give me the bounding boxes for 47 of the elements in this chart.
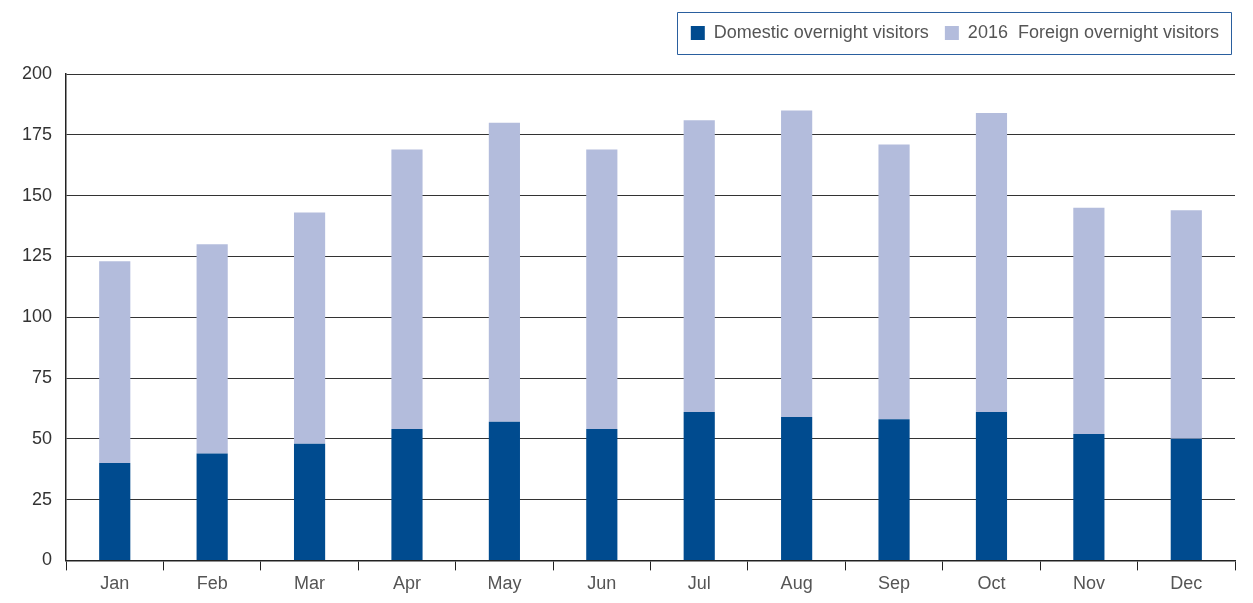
y-tick-label: 125 [21,245,53,266]
bar [391,429,423,560]
x-tick-label: Mar [294,573,326,594]
y-tick-label: 50 [32,427,53,448]
legend-label: Domestic overnight visitors [713,21,929,42]
bar [683,120,715,413]
x-tick-label: Jul [687,573,711,594]
y-tick-label: 200 [21,62,53,83]
bar [1073,207,1105,434]
bar [391,149,423,430]
bar [683,412,715,560]
bar [1170,210,1202,439]
bar [1170,438,1202,560]
bar [878,419,910,560]
bar [781,110,813,417]
bar [781,416,813,560]
x-tick-label: Apr [392,573,421,594]
x-tick-label: May [487,573,522,594]
x-tick-label: Feb [196,573,228,594]
bar [586,149,618,430]
bar [878,144,910,420]
bar [293,443,326,560]
bar [586,429,618,560]
bar [488,421,520,560]
bar [975,412,1008,560]
x-tick-label: Aug [780,573,813,594]
x-tick-label: Jan [100,573,130,594]
bar [293,212,326,444]
bar [196,244,228,454]
bar [488,122,520,422]
bar [99,261,131,464]
y-tick-label: 100 [21,306,53,327]
legend-label: 2016 Foreign overnight visitors [967,21,1220,42]
x-tick-label: Jun [587,573,617,594]
y-tick-label: 75 [32,366,53,387]
x-tick-label: Oct [977,573,1006,594]
y-tick-label: 150 [21,184,53,205]
x-tick-label: Sep [878,573,911,594]
bar [975,112,1008,413]
x-tick-label: Nov [1072,573,1105,594]
bar [196,453,228,560]
x-tick-label: Dec [1170,573,1203,594]
y-tick-label: 25 [32,488,53,509]
y-tick-label: 175 [21,123,53,144]
y-tick-label: 0 [42,549,53,570]
bar [1073,433,1105,560]
bar [99,463,131,560]
